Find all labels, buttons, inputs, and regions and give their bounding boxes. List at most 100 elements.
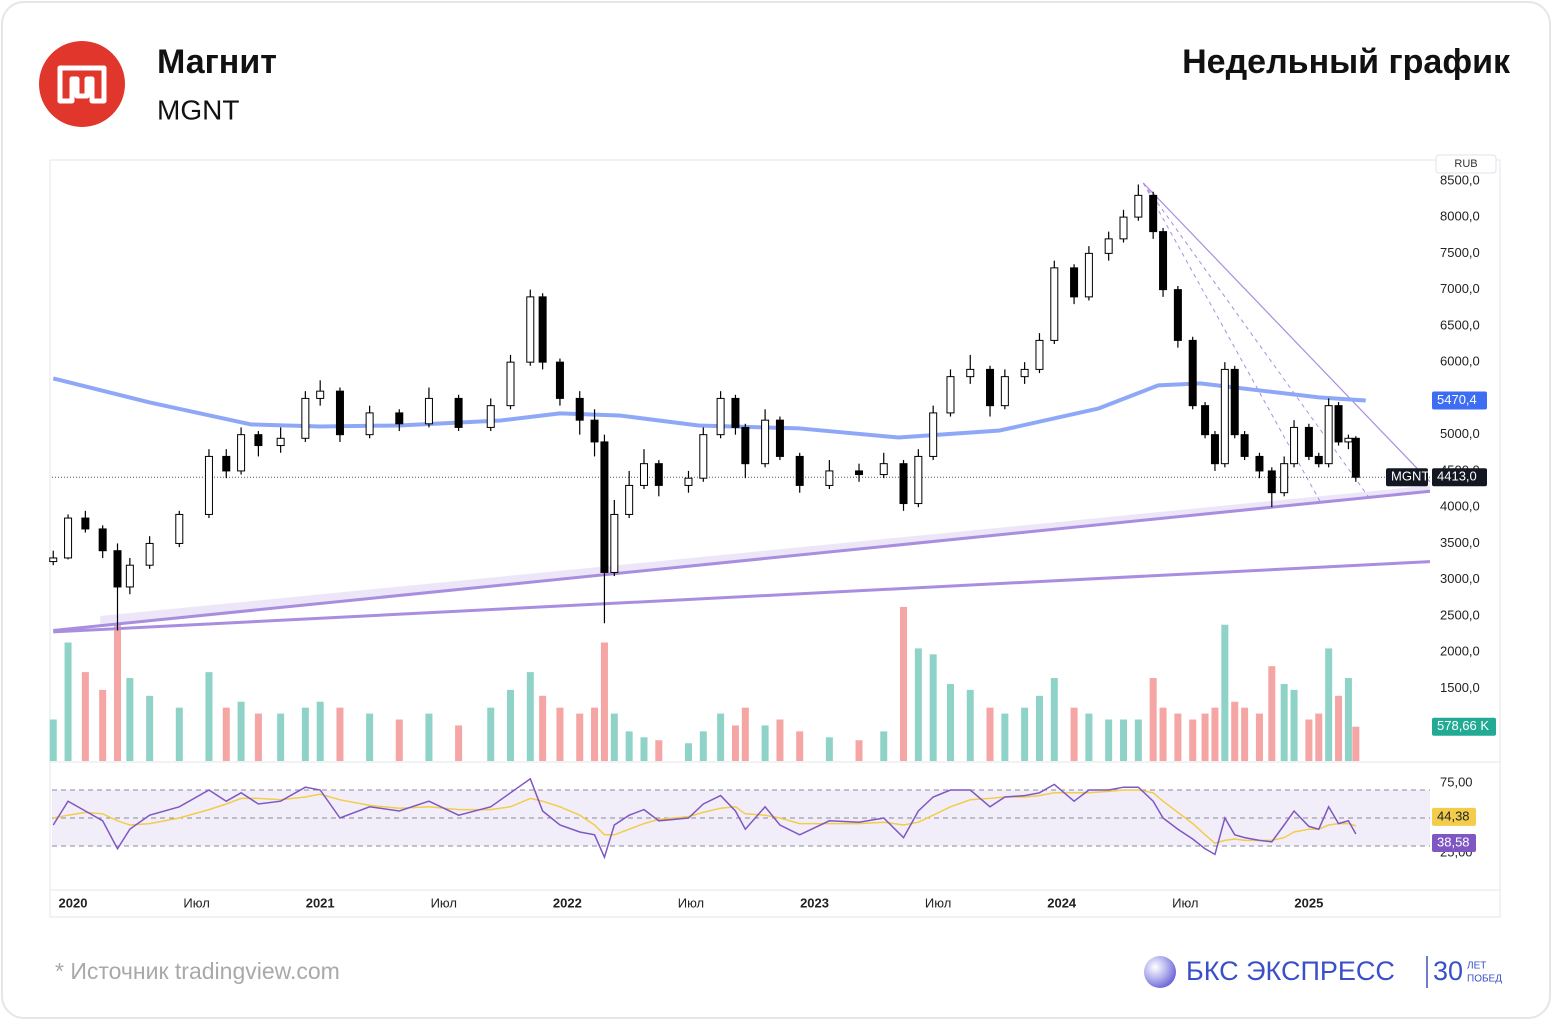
candle-body: [555, 361, 564, 399]
rsi-label: 38,58: [1437, 834, 1470, 849]
volume-bar: [1280, 683, 1288, 761]
volume-bar: [1120, 719, 1128, 761]
candle-body: [113, 550, 122, 588]
candle-body: [1188, 339, 1197, 407]
chart-kind: Недельный график: [1182, 43, 1511, 81]
candle-body: [335, 390, 344, 436]
volume-bar: [1290, 689, 1298, 761]
rsi-line: [52, 777, 1357, 860]
symbol-label: MGNT: [1391, 469, 1429, 484]
volume-bar: [1174, 713, 1182, 761]
candle-body: [222, 455, 231, 472]
last-price: 4413,0: [1437, 469, 1477, 484]
volume-bar: [1159, 707, 1167, 761]
candle-body: [254, 434, 263, 447]
volume-bar: [114, 624, 122, 761]
volume-bar: [576, 713, 584, 761]
candle-body: [49, 557, 58, 563]
volume-bar: [966, 689, 974, 761]
candle-body: [1230, 368, 1239, 436]
volume-bar: [1201, 713, 1209, 761]
x-tick-label: 2022: [553, 895, 582, 910]
volume-label: 578,66 K: [1437, 718, 1489, 733]
candle-body: [639, 463, 648, 486]
volume-bar: [684, 743, 692, 761]
candle-body: [716, 397, 725, 436]
candle-body: [1267, 470, 1276, 494]
candle-body: [454, 397, 463, 428]
x-tick-label: Июл: [431, 895, 457, 910]
y-tick-label: 6000,0: [1440, 354, 1480, 369]
candle-body: [1000, 376, 1009, 407]
years: 30: [1433, 956, 1463, 986]
volume-bar: [929, 654, 937, 761]
candle-body: [301, 397, 310, 439]
candle-body: [365, 412, 374, 436]
candle-body: [145, 542, 154, 566]
candle-body: [625, 484, 634, 515]
volume-bar: [395, 719, 403, 761]
years-word: ЛЕТ: [1467, 961, 1486, 972]
candle-body: [125, 564, 134, 588]
volume-bar: [556, 707, 564, 761]
title: Магнит: [157, 43, 277, 81]
x-tick-label: Июл: [925, 895, 951, 910]
volume-bar: [640, 737, 648, 761]
y-tick-label: 2000,0: [1440, 644, 1480, 659]
candle-body: [986, 368, 995, 407]
volume-bar: [1268, 666, 1276, 761]
x-tick-label: 2020: [59, 895, 88, 910]
candle-body: [1304, 426, 1313, 457]
candle-body: [64, 517, 73, 559]
volume-bar: [175, 707, 183, 761]
ma-label: 5470,4: [1437, 392, 1477, 407]
volume-bar: [1305, 719, 1313, 761]
candle-body: [946, 376, 955, 414]
logo: [39, 41, 125, 127]
volume-bar: [81, 672, 89, 761]
volume-bar: [1021, 707, 1029, 761]
volume-bar: [146, 695, 154, 761]
volume-bar: [1241, 707, 1249, 761]
volume-bar: [49, 719, 57, 761]
volume-bar: [1085, 713, 1093, 761]
trendline: [1142, 182, 1372, 501]
volume-bar: [205, 672, 213, 761]
symbol-label-box: [1386, 468, 1428, 487]
volume-bar: [507, 689, 515, 761]
volume-bar: [1221, 624, 1229, 761]
volume-bar: [455, 725, 463, 761]
y-tick-label: 7000,0: [1440, 281, 1480, 296]
source: * Источник tradingview.com: [55, 958, 340, 984]
volume-bar: [1231, 701, 1239, 761]
candle-body: [795, 455, 804, 486]
trendline: [1142, 182, 1431, 483]
candle-body: [1050, 267, 1059, 341]
currency: RUB: [1454, 158, 1477, 170]
rsi-tick-label: 75,00: [1440, 774, 1473, 789]
volume-label-box: [1432, 717, 1496, 736]
candle-body: [1210, 434, 1219, 465]
candle-body: [899, 463, 908, 505]
candle-body: [237, 434, 246, 472]
volume-bar: [625, 731, 633, 761]
candle-body: [1255, 455, 1264, 472]
volume-bar: [600, 642, 608, 761]
volume-bar: [126, 678, 134, 761]
candle-body: [316, 390, 325, 399]
volume-bar: [1035, 695, 1043, 761]
y-tick-label: 8000,0: [1440, 209, 1480, 224]
rsi-ma-label: 44,38: [1437, 808, 1470, 823]
x-tick-label: Июл: [1172, 895, 1198, 910]
rsi-label-box: [1432, 833, 1476, 852]
volume-bar: [699, 731, 707, 761]
candle-body: [1290, 426, 1299, 465]
candle-body: [575, 397, 584, 421]
candle-body: [1314, 455, 1323, 465]
volume-bar: [761, 725, 769, 761]
candle-body: [1201, 405, 1210, 436]
volume-bar: [1134, 719, 1142, 761]
y-tick-label: 5000,0: [1440, 426, 1480, 441]
volume-bar: [610, 713, 618, 761]
